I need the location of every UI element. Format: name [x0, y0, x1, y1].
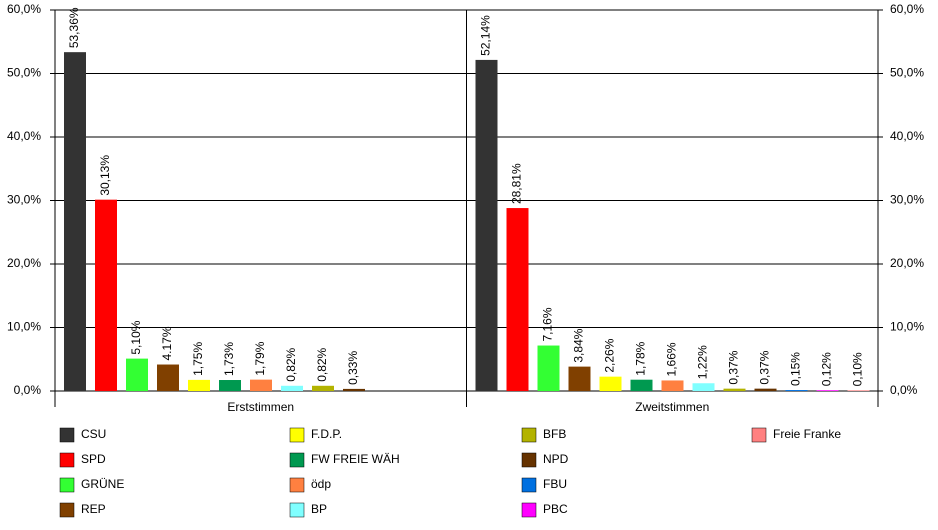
bar — [599, 376, 622, 391]
legend-swatch — [289, 477, 305, 493]
legend-swatch — [289, 452, 305, 468]
legend-label: PBC — [543, 502, 568, 516]
legend-swatch — [521, 502, 537, 518]
bar — [219, 380, 241, 391]
legend-label: REP — [81, 502, 106, 516]
value-label: 0,37% — [727, 350, 741, 384]
legend-swatch — [751, 427, 767, 443]
bar — [630, 379, 653, 391]
bar — [661, 380, 684, 391]
value-label: 3,84% — [572, 328, 586, 362]
legend-label: BP — [311, 502, 327, 516]
value-label: 0,10% — [851, 352, 865, 386]
y-tick-label: 10,0% — [7, 320, 41, 334]
value-label: 0,15% — [789, 352, 803, 386]
value-label: 0,37% — [758, 350, 772, 384]
bar — [475, 59, 498, 391]
bar — [847, 390, 870, 391]
value-label: 7,16% — [541, 307, 555, 341]
value-label: 0,82% — [315, 347, 329, 381]
value-label: 53,36% — [67, 7, 81, 48]
y-tick-label: 20,0% — [7, 256, 41, 270]
legend-swatch — [289, 502, 305, 518]
bar — [537, 345, 560, 391]
y-tick-label: 40,0% — [7, 129, 41, 143]
y2-tick-label: 0,0% — [890, 383, 918, 397]
bar — [723, 388, 746, 391]
bar — [343, 388, 365, 391]
legend-swatch — [59, 477, 75, 493]
y-tick-label: 0,0% — [14, 383, 42, 397]
y2-tick-label: 30,0% — [890, 193, 924, 207]
value-label: 28,81% — [510, 163, 524, 204]
legend-label: CSU — [81, 427, 106, 441]
legend-label: FBU — [543, 477, 567, 491]
bar — [692, 383, 715, 391]
y-tick-label: 30,0% — [7, 193, 41, 207]
value-label: 2,26% — [603, 338, 617, 372]
value-label: 52,14% — [479, 15, 493, 56]
y2-tick-label: 10,0% — [890, 320, 924, 334]
legend-swatch — [59, 502, 75, 518]
legend-label: FW FREIE WÄH — [311, 452, 400, 466]
value-label: 1,22% — [696, 345, 710, 379]
bar — [785, 390, 808, 391]
legend-label: GRÜNE — [81, 477, 124, 491]
legend-label: F.D.P. — [311, 427, 342, 441]
value-label: 0,82% — [284, 347, 298, 381]
y2-tick-label: 60,0% — [890, 2, 924, 16]
bar — [126, 358, 148, 391]
legend-swatch — [59, 427, 75, 443]
value-label: 1,79% — [253, 341, 267, 375]
legend-label: ödp — [311, 477, 331, 491]
legend-swatch — [289, 427, 305, 443]
bar — [754, 388, 777, 391]
value-label: 0,12% — [820, 352, 834, 386]
legend-swatch — [521, 427, 537, 443]
bar — [250, 379, 272, 391]
value-label: 0,33% — [346, 351, 360, 385]
bar — [157, 364, 179, 391]
y2-tick-label: 50,0% — [890, 66, 924, 80]
y-tick-label: 60,0% — [7, 2, 41, 16]
value-label: 1,66% — [665, 342, 679, 376]
value-label: 4.17% — [160, 326, 174, 360]
bar — [506, 208, 529, 391]
legend-swatch — [59, 452, 75, 468]
bar — [281, 385, 303, 391]
value-label: 30,13% — [98, 155, 112, 196]
bar — [816, 390, 839, 391]
value-label: 1,73% — [222, 342, 236, 376]
x-tick-label: Zweitstimmen — [635, 400, 709, 414]
bar — [312, 385, 334, 391]
bar — [188, 379, 210, 391]
bar — [95, 199, 117, 391]
y-tick-label: 50,0% — [7, 66, 41, 80]
bar — [568, 366, 591, 391]
y2-tick-label: 20,0% — [890, 256, 924, 270]
x-tick-label: Erststimmen — [227, 400, 294, 414]
y2-tick-label: 40,0% — [890, 129, 924, 143]
value-label: 1,75% — [191, 342, 205, 376]
legend-swatch — [521, 452, 537, 468]
value-label: 5,10% — [129, 320, 143, 354]
legend-label: NPD — [543, 452, 569, 466]
value-label: 1,78% — [634, 341, 648, 375]
legend-swatch — [521, 477, 537, 493]
legend-label: Freie Franke — [773, 427, 841, 441]
legend-label: SPD — [81, 452, 106, 466]
legend-label: BFB — [543, 427, 566, 441]
bar — [64, 52, 86, 391]
